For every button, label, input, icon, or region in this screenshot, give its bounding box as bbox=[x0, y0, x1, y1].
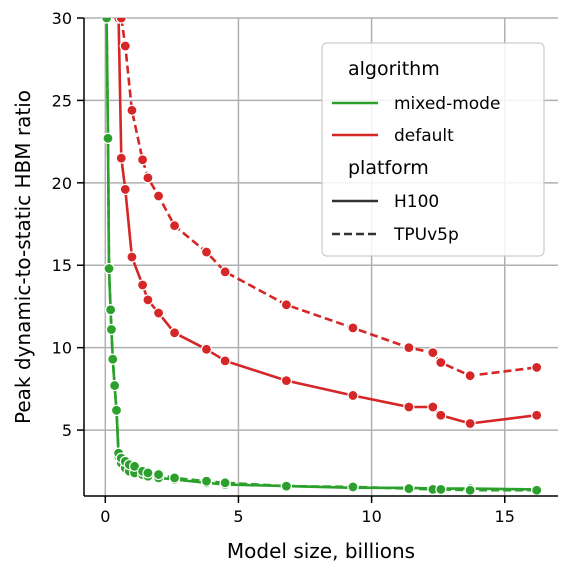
y-tick-label: 30 bbox=[52, 9, 72, 28]
data-point bbox=[101, 18, 113, 24]
data-point bbox=[115, 18, 127, 24]
legend-hue-title: algorithm bbox=[348, 58, 440, 80]
data-point bbox=[102, 132, 114, 144]
y-tick-label: 25 bbox=[52, 91, 72, 110]
legend-label: default bbox=[394, 126, 454, 146]
data-point bbox=[464, 484, 476, 496]
data-point bbox=[119, 183, 131, 196]
data-point bbox=[200, 343, 213, 355]
data-point bbox=[435, 409, 447, 421]
data-point bbox=[427, 347, 439, 359]
data-point bbox=[142, 467, 154, 479]
data-point bbox=[107, 353, 119, 365]
data-point bbox=[464, 417, 476, 430]
data-point bbox=[280, 480, 292, 492]
x-axis-title: Model size, billions bbox=[227, 539, 415, 563]
data-point bbox=[531, 361, 543, 374]
y-axis-title: Peak dynamic-to-static HBM ratio bbox=[11, 90, 35, 424]
data-point bbox=[464, 370, 476, 382]
data-point bbox=[142, 172, 154, 184]
data-point bbox=[126, 251, 138, 263]
plot-area bbox=[101, 18, 543, 496]
data-point bbox=[347, 389, 359, 402]
x-tick-label: 15 bbox=[495, 507, 515, 526]
data-point bbox=[152, 468, 165, 481]
data-point bbox=[347, 322, 359, 334]
data-point bbox=[126, 104, 138, 116]
legend-style-title: platform bbox=[348, 157, 429, 179]
data-point bbox=[280, 299, 292, 311]
x-tick-label: 5 bbox=[233, 507, 243, 526]
data-point bbox=[403, 342, 415, 354]
data-point bbox=[105, 323, 118, 336]
x-tick-label: 10 bbox=[361, 507, 381, 526]
legend-label: H100 bbox=[394, 192, 439, 212]
data-point bbox=[427, 401, 439, 413]
data-point bbox=[200, 475, 213, 487]
data-point bbox=[142, 294, 154, 306]
data-point bbox=[168, 327, 181, 339]
data-point bbox=[403, 482, 415, 495]
legend-label: TPUv5p bbox=[393, 225, 459, 245]
data-point bbox=[347, 481, 359, 493]
legend-label: mixed-mode bbox=[394, 94, 500, 114]
data-point bbox=[110, 404, 123, 416]
data-point bbox=[136, 154, 149, 166]
data-point bbox=[219, 477, 231, 489]
data-point bbox=[219, 355, 231, 367]
legend-box bbox=[321, 42, 545, 257]
data-point bbox=[168, 220, 181, 232]
data-point bbox=[531, 484, 543, 496]
data-point bbox=[280, 375, 292, 387]
x-tick-label: 0 bbox=[100, 507, 110, 526]
axes: 0 5 10 15 5 10 15 20 25 30 bbox=[52, 9, 558, 526]
data-point bbox=[168, 472, 181, 484]
data-point bbox=[435, 356, 447, 369]
data-point bbox=[435, 483, 447, 496]
data-point bbox=[103, 262, 115, 275]
legend: algorithm mixed-mode default platform H100 TP… bbox=[321, 42, 545, 257]
data-point bbox=[152, 307, 165, 319]
data-point bbox=[109, 379, 121, 392]
y-tick-label: 20 bbox=[52, 174, 72, 193]
data-point bbox=[219, 266, 231, 278]
y-tick-label: 15 bbox=[52, 256, 72, 275]
data-point bbox=[128, 460, 141, 472]
data-point bbox=[403, 401, 415, 413]
data-point bbox=[200, 246, 213, 258]
data-point bbox=[119, 40, 131, 52]
y-tick-label: 5 bbox=[62, 421, 72, 440]
data-point bbox=[152, 190, 165, 202]
y-tick-label: 10 bbox=[52, 339, 72, 358]
data-point bbox=[531, 409, 543, 421]
data-point bbox=[115, 152, 127, 164]
data-point bbox=[105, 304, 117, 316]
data-point bbox=[136, 279, 149, 291]
